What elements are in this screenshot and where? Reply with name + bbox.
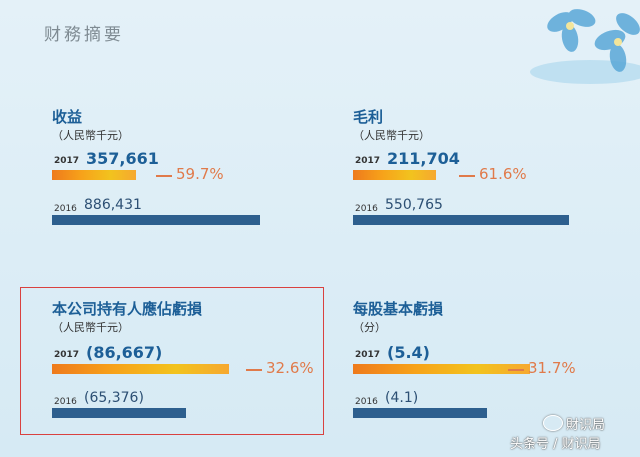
change-label: 61.6% <box>479 165 527 183</box>
page-title: 财務摘要 <box>44 25 124 45</box>
year-label: 2016 <box>54 204 77 214</box>
year-label: 2017 <box>54 350 80 360</box>
panel-unit: （分） <box>353 321 386 334</box>
value-label: (65,376) <box>84 390 144 406</box>
value-label: 211,704 <box>387 149 460 168</box>
panel-loss-attributable: 本公司持有人應佔虧損 （人民幣千元） 2017 (86,667) 32.6% 2… <box>52 298 332 438</box>
year-label: 2016 <box>355 397 378 407</box>
bar-previous <box>353 215 569 225</box>
highlight-box <box>20 287 324 435</box>
change-label: 59.7% <box>176 165 224 183</box>
dash-mark <box>246 369 262 371</box>
bar-previous <box>353 408 488 418</box>
dash-mark <box>156 175 172 177</box>
wechat-icon <box>543 415 563 431</box>
watermark-top: 財识局 <box>566 418 606 433</box>
panel-title: 每股基本虧損 <box>353 300 444 318</box>
bar-previous <box>52 408 186 418</box>
value-label: (4.1) <box>385 390 419 406</box>
year-label: 2016 <box>355 204 378 214</box>
flower-decoration <box>530 9 640 84</box>
panel-title: 本公司持有人應佔虧損 <box>52 300 203 318</box>
value-label: 550,765 <box>385 197 443 213</box>
panel-gross-profit: 毛利 （人民幣千元） 2017 211,704 61.6% 2016 550,7… <box>353 106 633 246</box>
bar-current <box>52 170 136 180</box>
panel-basic-loss-per-share: 每股基本虧損 （分） 2017 (5.4) 31.7% 2016 (4.1) <box>353 298 633 438</box>
dash-mark <box>508 369 524 371</box>
year-label: 2016 <box>54 397 77 407</box>
panel-title: 毛利 <box>353 108 384 126</box>
year-label: 2017 <box>355 156 381 166</box>
dash-mark <box>459 175 475 177</box>
watermark-bottom: 头条号 / 财识局 <box>510 437 601 452</box>
bar-previous <box>52 215 260 225</box>
panel-unit: （人民幣千元） <box>52 321 129 334</box>
value-label: 886,431 <box>84 197 142 213</box>
panel-title: 收益 <box>52 108 83 126</box>
value-label: 357,661 <box>86 149 159 168</box>
year-label: 2017 <box>54 156 80 166</box>
bar-current <box>52 364 229 374</box>
bar-current <box>353 170 436 180</box>
panel-unit: （人民幣千元） <box>353 129 430 142</box>
value-label: (5.4) <box>387 343 430 362</box>
change-label: 32.6% <box>266 359 314 377</box>
bar-current <box>353 364 530 374</box>
value-label: (86,667) <box>86 343 163 362</box>
year-label: 2017 <box>355 350 381 360</box>
panel-revenue: 收益 （人民幣千元） 2017 357,661 59.7% 2016 886,4… <box>52 106 332 246</box>
change-label: 31.7% <box>528 359 576 377</box>
panel-unit: （人民幣千元） <box>52 129 129 142</box>
